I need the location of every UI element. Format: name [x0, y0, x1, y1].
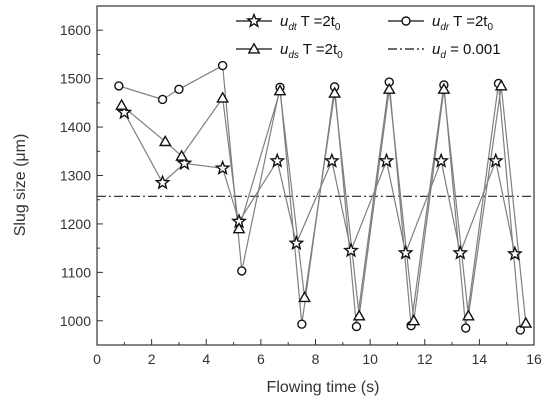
data-point-star	[154, 174, 171, 190]
data-point-circle	[515, 325, 526, 335]
data-point-star	[214, 159, 231, 176]
data-point-star	[323, 152, 340, 168]
y-tick-label: 1400	[60, 119, 91, 135]
y-tick-label: 1500	[60, 71, 91, 87]
data-point-triangle	[494, 79, 508, 91]
data-point-triangle	[382, 82, 396, 94]
data-point-triangle	[519, 316, 533, 328]
data-point-circle	[174, 84, 184, 94]
legend-label-star: udt T =2t0	[280, 13, 341, 33]
plot-layer	[97, 60, 534, 335]
x-tick-label: 6	[257, 351, 265, 367]
legend-marker-circle	[401, 16, 411, 26]
x-tick-label: 8	[312, 351, 320, 367]
data-point-circle	[297, 319, 307, 329]
data-point-triangle	[158, 134, 172, 147]
data-point-triangle	[115, 98, 128, 110]
y-tick-label: 1600	[60, 22, 91, 38]
x-tick-label: 10	[362, 351, 378, 367]
data-point-star	[116, 104, 133, 120]
data-point-triangle	[175, 149, 189, 161]
data-point-triangle	[352, 309, 366, 321]
data-point-triangle	[232, 222, 246, 234]
data-point-circle	[114, 81, 124, 91]
data-point-star	[269, 152, 286, 168]
series-line-star	[123, 112, 516, 256]
series-line-triangle	[121, 85, 527, 324]
data-point-triangle	[298, 290, 311, 303]
data-point-star	[452, 244, 469, 260]
data-point-circle	[351, 321, 362, 332]
data-point-triangle	[273, 84, 287, 96]
legend-label-circle: udr T =2t0	[432, 13, 493, 33]
data-point-triangle	[216, 91, 230, 103]
legend: udt T =2t0 udr T =2t0 uds T =2t0 ud = 0.001	[236, 12, 501, 61]
data-point-star	[487, 152, 504, 168]
y-tick-label: 1100	[61, 264, 91, 280]
y-tick-label: 1300	[60, 168, 91, 184]
data-point-circle	[157, 94, 168, 105]
data-point-triangle	[328, 86, 342, 98]
y-tick-label: 1200	[60, 216, 91, 232]
data-point-star	[433, 152, 450, 168]
legend-marker-triangle	[247, 42, 261, 54]
data-point-star	[397, 244, 414, 260]
y-tick-label: 1000	[60, 313, 91, 329]
x-tick-label: 0	[93, 351, 101, 367]
data-point-triangle	[437, 82, 451, 94]
data-point-circle	[237, 266, 247, 276]
x-tick-label: 4	[202, 351, 210, 367]
data-point-triangle	[407, 314, 421, 326]
data-point-star	[378, 152, 395, 168]
x-tick-label: 12	[417, 351, 433, 367]
data-point-star	[342, 242, 360, 258]
data-point-star	[506, 245, 523, 261]
legend-label-triangle: uds T =2t0	[280, 41, 343, 61]
data-point-circle	[217, 60, 228, 71]
x-tick-label: 14	[472, 351, 488, 367]
data-point-star	[288, 234, 305, 251]
x-axis-title: Flowing time (s)	[267, 379, 380, 396]
y-axis-title: Slug size (μm)	[12, 134, 29, 237]
axis-layer: 0 2 4 6 8 10 12 14 16 1000 1100 1200 1300 1400 1500 160…	[60, 5, 542, 367]
data-point-triangle	[462, 309, 475, 321]
legend-label-reference: ud = 0.001	[432, 41, 501, 61]
legend-marker-star	[245, 12, 263, 28]
data-point-circle	[461, 323, 471, 333]
x-tick-label: 2	[148, 351, 156, 367]
data-point-star	[176, 154, 193, 171]
x-tick-label: 16	[526, 351, 542, 367]
